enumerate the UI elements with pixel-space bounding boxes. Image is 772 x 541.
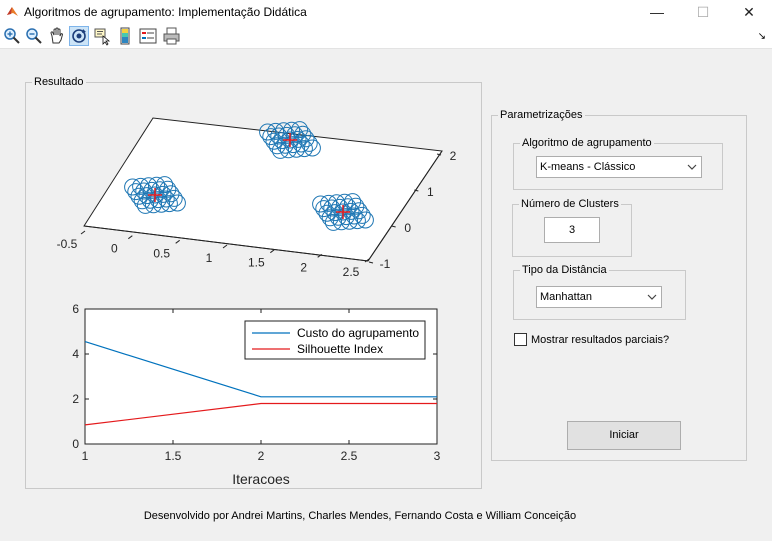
window-title: Algoritmos de agrupamento: Implementação… bbox=[24, 5, 307, 19]
figure-toolbar: ↘ bbox=[0, 24, 772, 49]
insert-colorbar-button[interactable] bbox=[115, 26, 135, 46]
matlab-icon bbox=[7, 7, 18, 16]
toolbar-overflow-icon[interactable]: ↘ bbox=[757, 31, 766, 42]
plot3d-x-tick-label: 1 bbox=[206, 251, 213, 265]
pan-hand-icon bbox=[50, 27, 64, 44]
plot3d-y-tick bbox=[391, 225, 396, 228]
cluster-point bbox=[160, 195, 178, 213]
parciais-checkbox[interactable] bbox=[514, 333, 527, 346]
cluster-2 bbox=[259, 121, 321, 159]
plot3d-y-tick bbox=[436, 153, 442, 156]
cluster-point bbox=[168, 194, 186, 212]
plot3d-x-tick-label: 0.5 bbox=[153, 246, 170, 260]
insert-legend-icon bbox=[139, 28, 157, 44]
chart-x-tick-label: 2 bbox=[258, 449, 265, 463]
algoritmo-group: Algoritmo de agrupamento K-means - Cláss… bbox=[513, 137, 723, 190]
parametrizacoes-label: Parametrizações bbox=[498, 109, 585, 122]
rotate-3d-button[interactable] bbox=[69, 26, 89, 46]
cluster-3d-plot[interactable]: -0.5 0 0.5 1 1.5 2 2.5 -1 0 1 2 bbox=[0, 0, 490, 300]
chart-y-tick-label: 2 bbox=[72, 392, 79, 406]
data-cursor-button[interactable] bbox=[92, 26, 112, 46]
chevron-down-icon bbox=[687, 164, 697, 170]
cluster-point bbox=[303, 139, 321, 157]
title-bar: Algoritmos de agrupamento: Implementação… bbox=[0, 0, 772, 24]
cluster-point bbox=[348, 212, 366, 230]
series-line-1 bbox=[84, 402, 437, 426]
algoritmo-select[interactable]: K-means - Clássico bbox=[536, 156, 702, 178]
plot3d-x-tick bbox=[270, 249, 275, 254]
zoom-in-button[interactable] bbox=[2, 26, 22, 46]
plot3d-x-tick-label: 2 bbox=[300, 260, 307, 274]
plot3d-y-tick-label: 2 bbox=[450, 149, 457, 163]
plot3d-y-tick-label: -1 bbox=[380, 257, 391, 271]
plot3d-y-tick bbox=[368, 261, 374, 264]
cluster-point bbox=[295, 140, 313, 158]
parciais-label[interactable]: Mostrar resultados parciais? bbox=[531, 334, 670, 346]
chart-y-tick-label: 6 bbox=[72, 302, 79, 316]
distancia-value: Manhattan bbox=[540, 291, 592, 303]
cluster-3 bbox=[312, 193, 374, 231]
plot3d-x-tick bbox=[364, 258, 370, 263]
resultado-panel: Resultado bbox=[25, 76, 482, 489]
plot3d-x-tick-label: -0.5 bbox=[57, 237, 78, 251]
plot3d-y-ticks: -1 0 1 2 bbox=[368, 149, 457, 271]
chart-y-tick-label: 0 bbox=[72, 437, 79, 451]
zoom-out-button[interactable] bbox=[24, 26, 44, 46]
clusters-group: Número de Clusters 3 bbox=[512, 198, 632, 257]
plot3d-x-tick bbox=[175, 239, 180, 244]
cluster-point bbox=[356, 211, 374, 229]
insert-colorbar-icon bbox=[120, 27, 130, 45]
plot3d-clusters bbox=[124, 121, 374, 231]
resultado-label: Resultado bbox=[32, 76, 86, 89]
zoom-out-icon bbox=[26, 28, 42, 44]
plot3d-x-tick bbox=[222, 244, 228, 249]
distancia-select[interactable]: Manhattan bbox=[536, 286, 662, 308]
plot3d-y-tick-label: 0 bbox=[404, 221, 411, 235]
distancia-group: Tipo da Distância Manhattan bbox=[513, 264, 686, 320]
chart-x-tick-label: 2.5 bbox=[341, 449, 358, 463]
close-button[interactable]: ✕ bbox=[743, 4, 755, 20]
parametrizacoes-panel: Parametrizações bbox=[491, 109, 747, 461]
plot3d-x-tick-label: 1.5 bbox=[248, 256, 265, 270]
data-cursor-icon bbox=[94, 28, 111, 46]
series-line-0 bbox=[84, 341, 437, 398]
minimize-button[interactable]: — bbox=[650, 4, 664, 20]
print-button[interactable] bbox=[162, 26, 182, 46]
plot3d-y-tick-label: 1 bbox=[427, 185, 434, 199]
plot3d-x-tick bbox=[317, 253, 322, 258]
chart-y-tick-label: 4 bbox=[72, 347, 79, 361]
plot3d-x-tick bbox=[128, 235, 133, 240]
legend-entry-custo: Custo do agrupamento bbox=[297, 326, 419, 340]
footer-credits: Desenvolvido por Andrei Martins, Charles… bbox=[143, 510, 577, 522]
legend-entry-silhouette: Silhouette Index bbox=[297, 342, 383, 356]
chart-x-tick-label: 3 bbox=[434, 449, 441, 463]
insert-legend-button[interactable] bbox=[138, 26, 158, 46]
print-icon bbox=[163, 27, 180, 45]
algoritmo-label: Algoritmo de agrupamento bbox=[520, 137, 654, 150]
plot3d-y-tick bbox=[414, 189, 419, 192]
rotate-3d-icon bbox=[72, 29, 86, 43]
chart-ticks: 1 1.5 2 2.5 3 0 2 4 6 bbox=[72, 302, 440, 463]
cost-chart[interactable]: 1 1.5 2 2.5 3 0 2 4 6 Iteracoes Custo do agrupam… bbox=[0, 290, 490, 490]
chart-lines bbox=[84, 341, 437, 426]
chart-legend-box bbox=[244, 320, 426, 360]
plot3d-x-tick-label: 0 bbox=[111, 242, 118, 256]
chevron-down-icon bbox=[647, 294, 657, 300]
chart-legend[interactable]: Custo do agrupamento Silhouette Index bbox=[244, 320, 426, 360]
chart-x-tick-label: 1.5 bbox=[165, 449, 182, 463]
cluster-1 bbox=[124, 176, 186, 214]
zoom-in-icon bbox=[4, 28, 20, 44]
algoritmo-value: K-means - Clássico bbox=[540, 161, 636, 173]
plot3d-x-ticks: -0.5 0 0.5 1 1.5 2 2.5 bbox=[57, 230, 370, 279]
maximize-button[interactable]: ☐ bbox=[696, 4, 710, 20]
chart-xlabel: Iteracoes bbox=[232, 471, 290, 487]
pan-button[interactable] bbox=[47, 26, 67, 46]
distancia-label: Tipo da Distância bbox=[520, 264, 609, 277]
chart-x-tick-label: 1 bbox=[82, 449, 89, 463]
iniciar-button[interactable]: Iniciar bbox=[567, 421, 681, 450]
clusters-input[interactable]: 3 bbox=[544, 217, 600, 243]
clusters-label: Número de Clusters bbox=[519, 198, 621, 211]
plot3d-x-tick-label: 2.5 bbox=[343, 265, 360, 279]
plot3d-x-tick bbox=[80, 230, 86, 235]
